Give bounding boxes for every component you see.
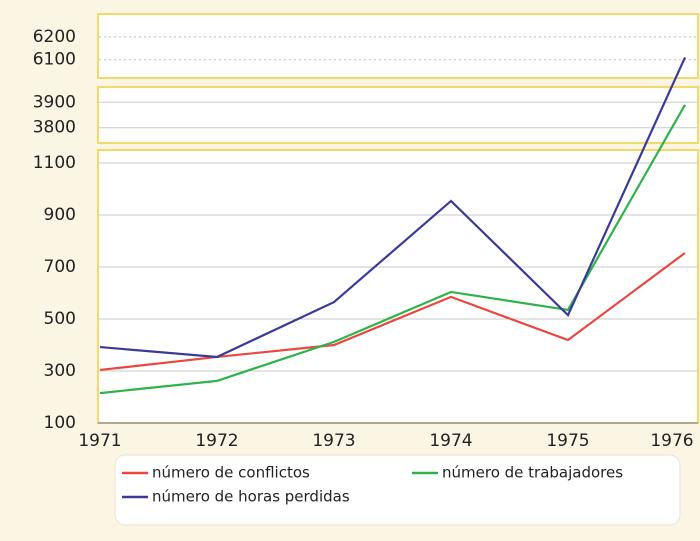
- y-tick-label: 300: [44, 361, 76, 381]
- y-tick-label: 6100: [33, 50, 76, 70]
- axis-panel: [97, 86, 699, 144]
- x-tick-label: 1972: [195, 431, 238, 451]
- legend-box: [114, 454, 681, 526]
- x-tick-label: 1976: [650, 431, 693, 451]
- line: [99, 252, 686, 372]
- x-tick-label: 1973: [312, 431, 355, 451]
- legend-label: número de horas perdidas: [152, 488, 350, 506]
- y-tick-label: 100: [44, 413, 76, 433]
- line: [99, 56, 687, 359]
- y-tick-label: 500: [44, 309, 76, 329]
- legend-label: número de conflictos: [152, 464, 310, 482]
- y-tick-label: 900: [44, 205, 76, 225]
- x-tick-label: 1971: [78, 431, 121, 451]
- x-tick-label: 1975: [546, 431, 589, 451]
- y-tick-label: 3900: [33, 92, 76, 112]
- legend-label: número de trabajadores: [442, 464, 623, 482]
- y-tick-label: 700: [44, 257, 76, 277]
- y-tick-label: 1100: [33, 153, 76, 173]
- axis-panel: [97, 149, 699, 424]
- line: [99, 104, 686, 395]
- y-tick-label: 6200: [33, 27, 76, 47]
- x-tick-label: 1974: [429, 431, 472, 451]
- y-tick-label: 3800: [33, 118, 76, 138]
- axis-panel: [97, 13, 699, 79]
